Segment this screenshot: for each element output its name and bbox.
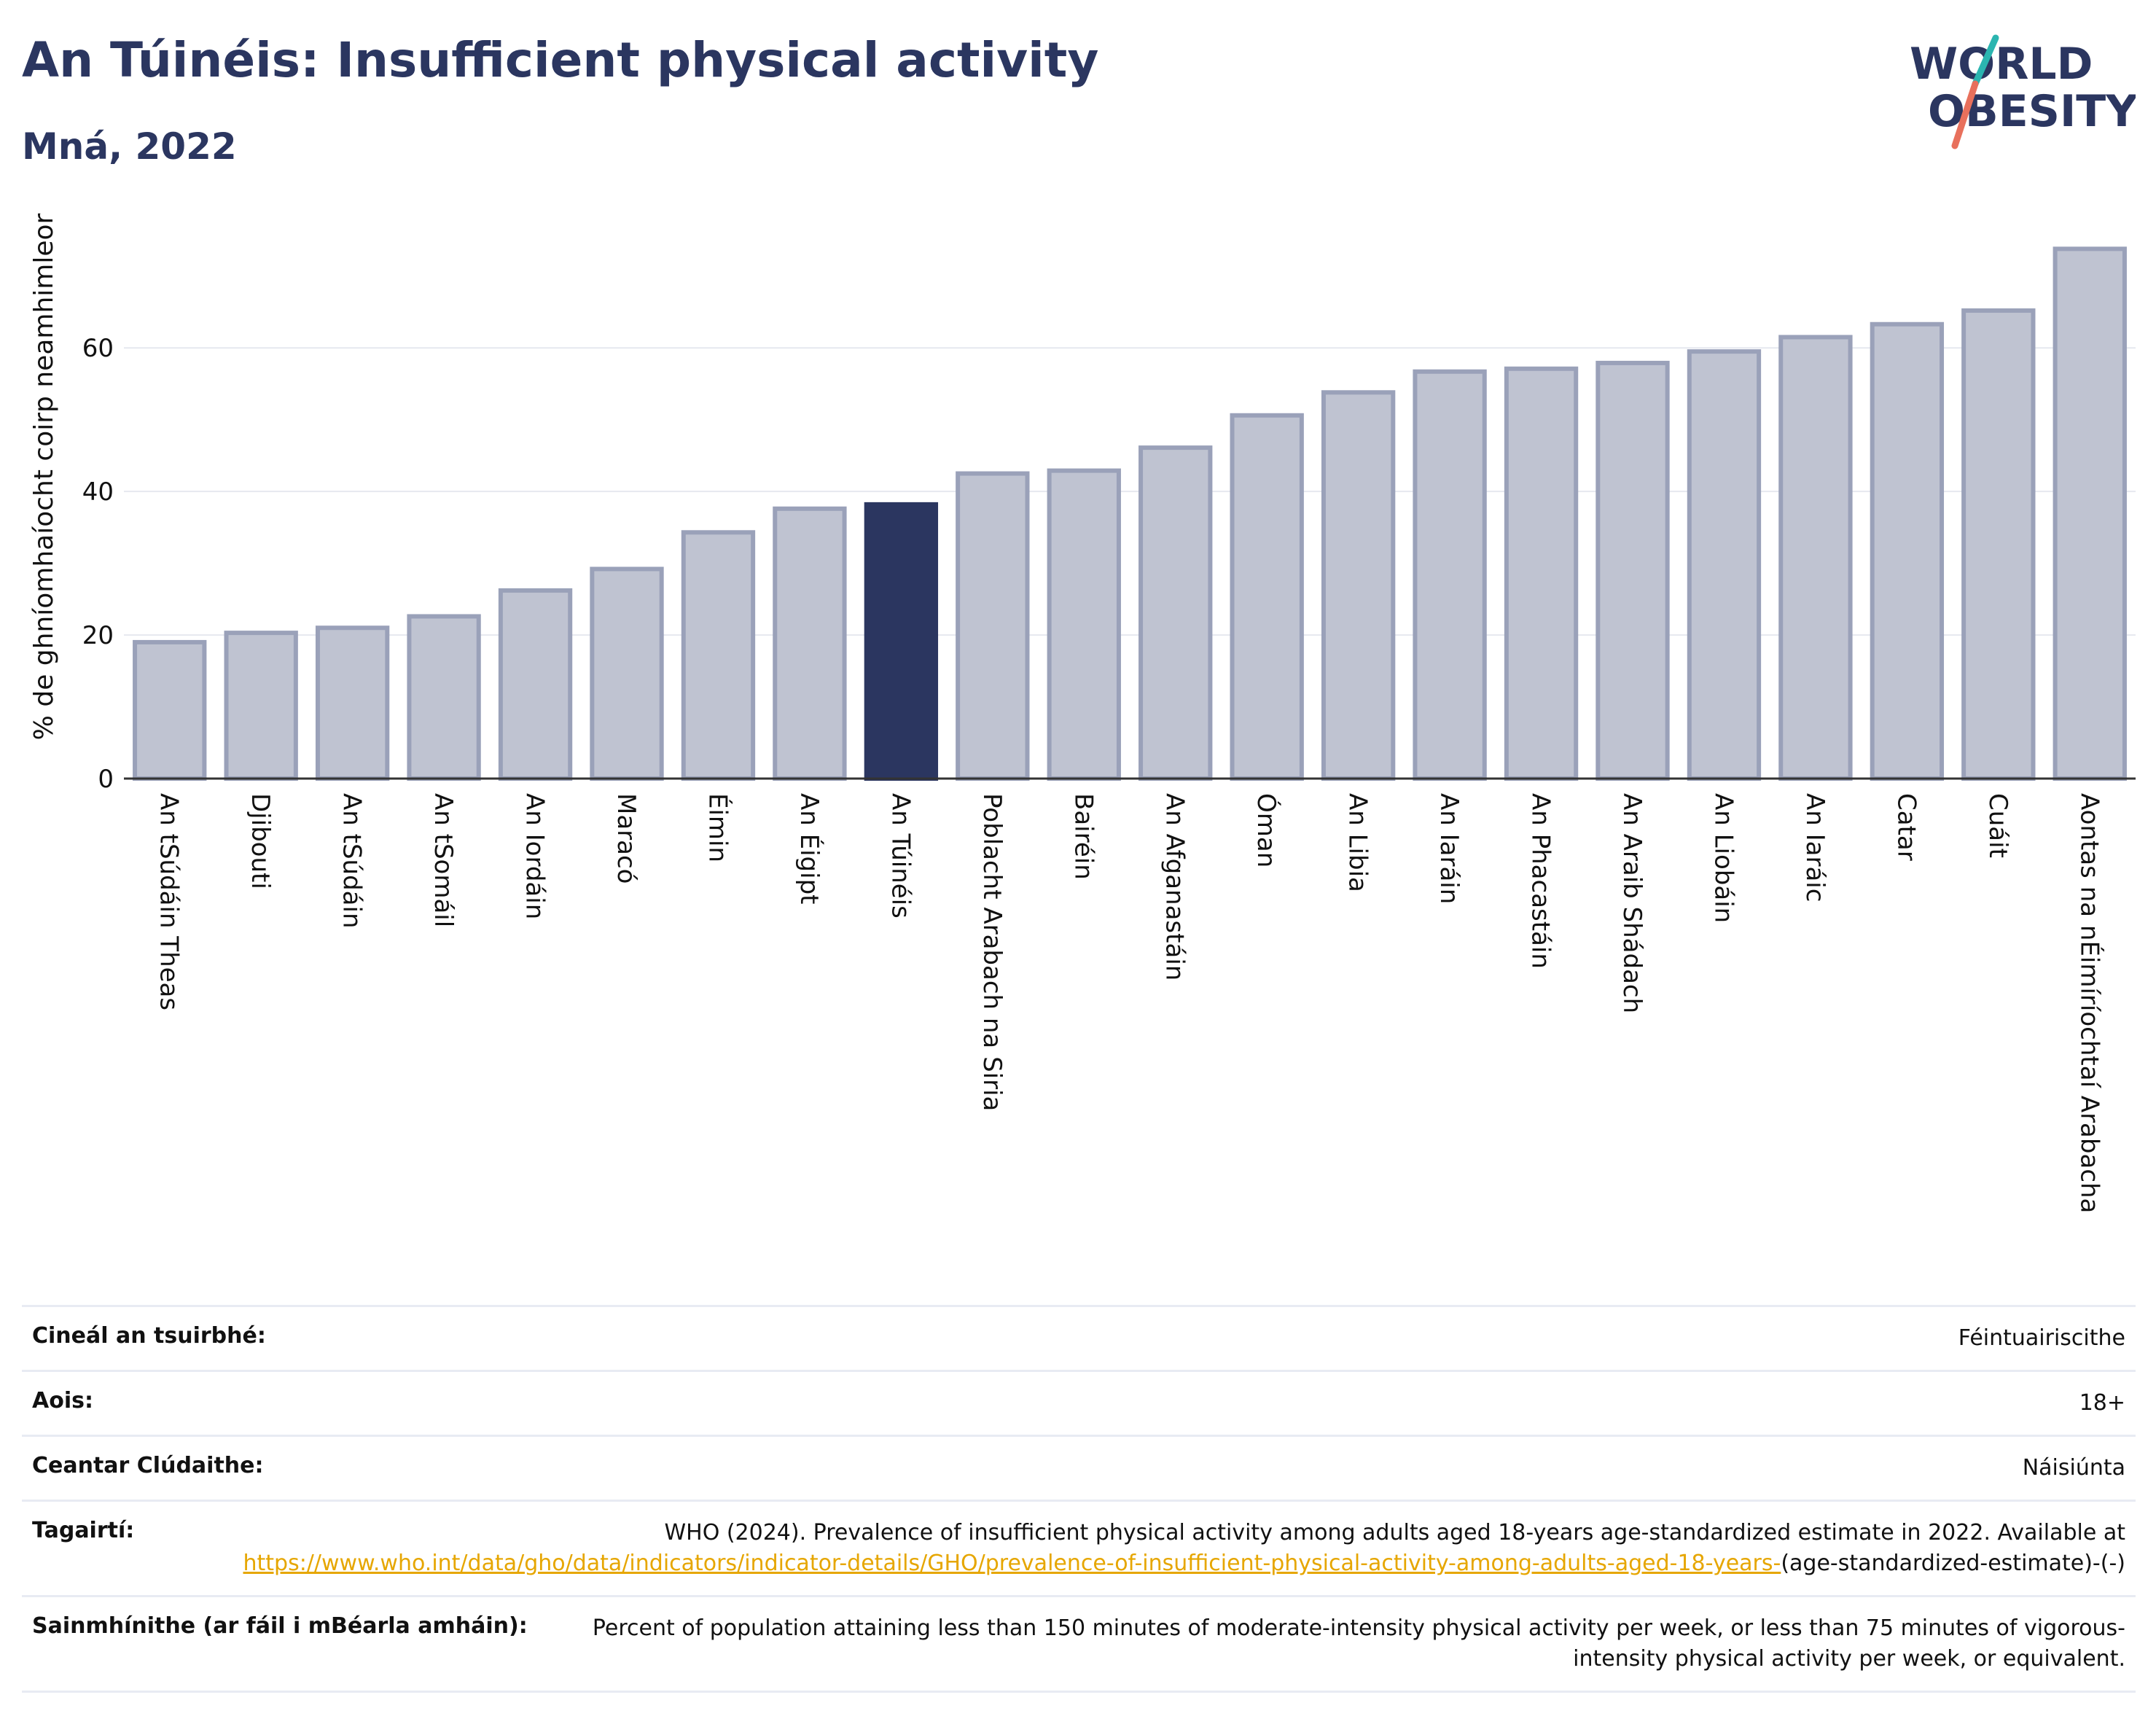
bar xyxy=(1138,445,1213,781)
bar xyxy=(864,502,939,781)
survey-type-label: Cineál an tsuirbhé: xyxy=(32,1323,266,1349)
references-text: WHO (2024). Prevalence of insufficient p… xyxy=(664,1520,2125,1545)
bar xyxy=(681,530,756,781)
x-tick-label: An Phacastáin xyxy=(1526,793,1555,969)
info-table: Cineál an tsuirbhé: Féintuairiscithe Aoi… xyxy=(22,1305,2136,1693)
age-label: Aois: xyxy=(32,1388,93,1414)
references-row: Tagairtí: WHO (2024). Prevalence of insu… xyxy=(22,1500,2136,1595)
references-label: Tagairtí: xyxy=(32,1518,135,1543)
bar xyxy=(773,506,847,781)
bar xyxy=(1778,335,1853,781)
references-link[interactable]: https://www.who.int/data/gho/data/indica… xyxy=(243,1551,1781,1576)
references-value: WHO (2024). Prevalence of insufficient p… xyxy=(243,1518,2125,1579)
x-tick-label: An Afganastáin xyxy=(1160,793,1190,980)
coverage-label: Ceantar Clúdaithe: xyxy=(32,1453,264,1478)
bar xyxy=(133,639,207,781)
world-obesity-logo: WORLD OBESITY xyxy=(1910,34,2136,149)
bar xyxy=(1047,468,1121,781)
x-tick-label: An Éigipt xyxy=(794,793,824,905)
x-tick-label: Óman xyxy=(1251,793,1281,868)
x-tick-label: Maracó xyxy=(612,793,641,884)
logo-slash-top xyxy=(1972,34,1999,87)
age-row: Aois: 18+ xyxy=(22,1370,2136,1435)
bar xyxy=(1961,308,2036,781)
x-tick-label: An tSúdáin Theas xyxy=(155,793,184,1010)
x-tick-label: An Araib Shádach xyxy=(1617,793,1647,1013)
x-tick-label: Cuáit xyxy=(1983,793,2012,858)
coverage-value: Náisiúnta xyxy=(2022,1455,2125,1481)
survey-type-row: Cineál an tsuirbhé: Féintuairiscithe xyxy=(22,1305,2136,1370)
bar xyxy=(315,625,390,781)
bar xyxy=(407,614,481,781)
y-tick-label: 40 xyxy=(82,477,114,507)
bar xyxy=(1230,413,1304,781)
survey-type-value: Féintuairiscithe xyxy=(1958,1325,2125,1351)
x-tick-label: An Iordáin xyxy=(520,793,550,919)
y-tick-label: 0 xyxy=(98,765,114,794)
x-tick-label: An Libia xyxy=(1343,793,1372,892)
bar xyxy=(590,566,664,781)
x-tick-label: An Iaráin xyxy=(1434,793,1464,904)
bar xyxy=(1870,321,1945,781)
bar xyxy=(1413,369,1487,781)
x-tick-label: Djibouti xyxy=(246,793,275,889)
bar xyxy=(1504,366,1579,781)
x-tick-label: An tSomáil xyxy=(429,793,458,927)
references-suffix: (age-standardized-estimate)-(-) xyxy=(1781,1551,2125,1576)
x-tick-label: An Liobáin xyxy=(1708,793,1738,923)
x-tick-label: Poblacht Arabach na Siria xyxy=(977,793,1007,1111)
chart-subtitle: Mná, 2022 xyxy=(22,125,237,168)
bar xyxy=(2053,246,2127,781)
bar-chart: 0 20 40 60 % de ghníomhaíocht coirp neamhiml… xyxy=(29,213,2136,1213)
age-value: 18+ xyxy=(2079,1390,2125,1416)
y-axis-title: % de ghníomhaíocht coirp neamhimleor xyxy=(29,213,59,740)
x-tick-label: An Túinéis xyxy=(886,793,915,919)
x-tick-label: Catar xyxy=(1891,793,1921,861)
y-tick-label: 60 xyxy=(82,334,114,363)
bar xyxy=(498,588,573,781)
x-tick-label: Bairéin xyxy=(1069,793,1098,880)
chart-title: An Túinéis: Insufficient physical activi… xyxy=(22,32,1099,88)
logo-word-world: WORLD xyxy=(1910,39,2093,90)
y-tick-label: 20 xyxy=(82,621,114,650)
coverage-row: Ceantar Clúdaithe: Náisiúnta xyxy=(22,1435,2136,1500)
x-tick-label: An Iaráic xyxy=(1800,793,1829,902)
x-tick-label: Éimin xyxy=(703,793,733,862)
bar xyxy=(956,471,1030,781)
definitions-value: Percent of population attaining less tha… xyxy=(592,1615,2125,1672)
x-tick-label: An tSúdáin xyxy=(337,793,367,929)
bar xyxy=(1687,349,1762,781)
x-tick-label: Aontas na nÉimíríochtaí Arabacha xyxy=(2074,793,2104,1213)
definitions-label: Sainmhínithe (ar fáil i mBéarla amháin): xyxy=(32,1613,528,1639)
bar xyxy=(224,631,298,781)
definitions-row: Sainmhínithe (ar fáil i mBéarla amháin):… xyxy=(22,1595,2136,1693)
bar xyxy=(1321,390,1396,781)
logo-slash-bottom xyxy=(1951,80,1979,149)
bar xyxy=(1595,360,1670,781)
